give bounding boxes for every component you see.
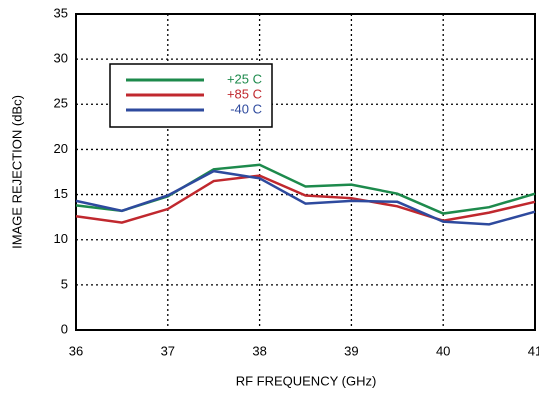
y-tick-label: 5 <box>61 276 68 291</box>
x-tick-label: 39 <box>344 343 358 358</box>
x-tick-label: 41 <box>528 343 539 358</box>
legend-label: +25 C <box>227 71 262 86</box>
y-tick-label: 25 <box>54 96 68 111</box>
y-tick-label: 10 <box>54 231 68 246</box>
legend-label: -40 C <box>230 101 262 116</box>
data-line <box>75 169 536 226</box>
x-tick-label: 36 <box>69 343 83 358</box>
y-tick-label: 15 <box>54 186 68 201</box>
plot-frame <box>75 13 536 331</box>
x-tick-label: 37 <box>161 343 175 358</box>
y-tick-label: 30 <box>54 51 68 66</box>
y-tick-label: 35 <box>54 5 68 20</box>
data-line <box>75 174 536 224</box>
legend-label: +85 C <box>227 86 262 101</box>
data-line <box>75 163 536 215</box>
x-tick-label: 38 <box>252 343 266 358</box>
y-axis-label: IMAGE REJECTION (dBc) <box>9 95 24 249</box>
y-tick-label: 20 <box>54 141 68 156</box>
y-tick-label: 0 <box>61 321 68 336</box>
x-axis-label: RF FREQUENCY (GHz) <box>236 373 377 388</box>
x-tick-label: 40 <box>436 343 450 358</box>
